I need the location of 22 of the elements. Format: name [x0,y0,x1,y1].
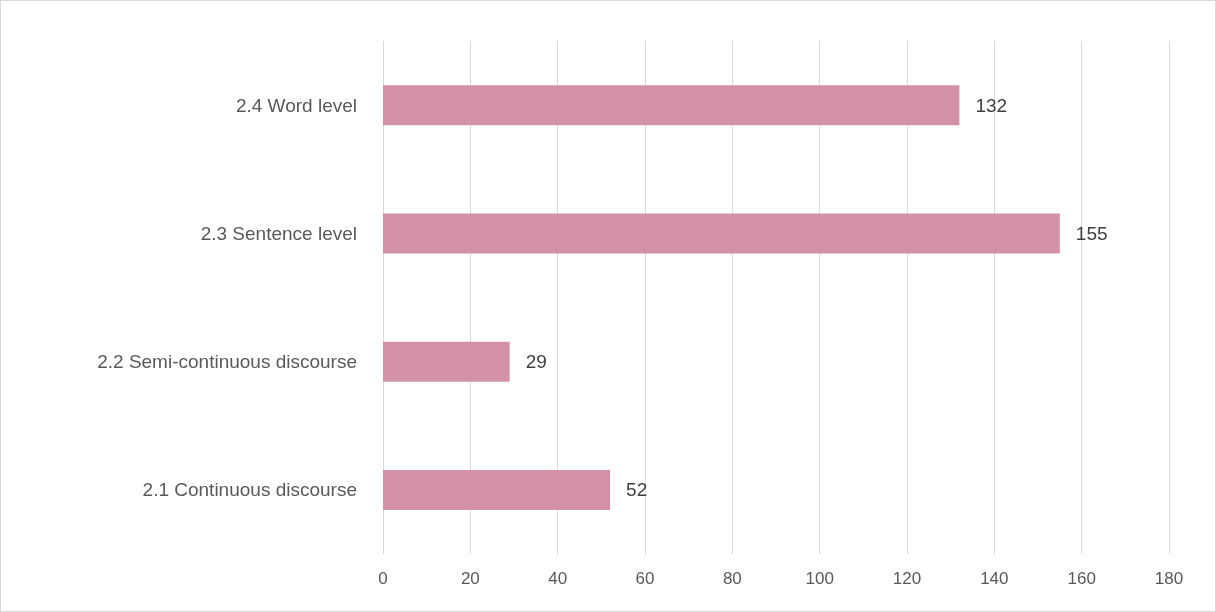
x-tick-label: 180 [1154,569,1184,588]
data-label: 29 [525,351,547,373]
x-tick-label: 100 [805,569,834,588]
bar [383,213,1060,254]
y-tick-label: 2.3 Sentence level [200,222,357,244]
x-tick-label: 20 [460,569,480,588]
y-tick-label: 2.4 Word level [235,94,357,116]
x-tick-label: 60 [635,569,655,588]
bar [383,469,611,510]
x-tick-label: 80 [722,569,742,588]
y-tick-label: 2.1 Continuous discourse [142,479,357,501]
x-tick-label: 160 [1067,569,1096,588]
data-label: 52 [626,479,648,501]
x-tick-label: 120 [892,569,922,588]
bar [383,85,960,126]
bar [383,341,510,382]
x-tick-label: 140 [980,569,1009,588]
y-tick-label: 2.2 Semi-continuous discourse [97,351,357,373]
x-tick-label: 40 [548,569,568,588]
x-tick-label: 0 [378,569,388,588]
data-label: 132 [975,94,1008,116]
data-label: 155 [1075,222,1108,244]
